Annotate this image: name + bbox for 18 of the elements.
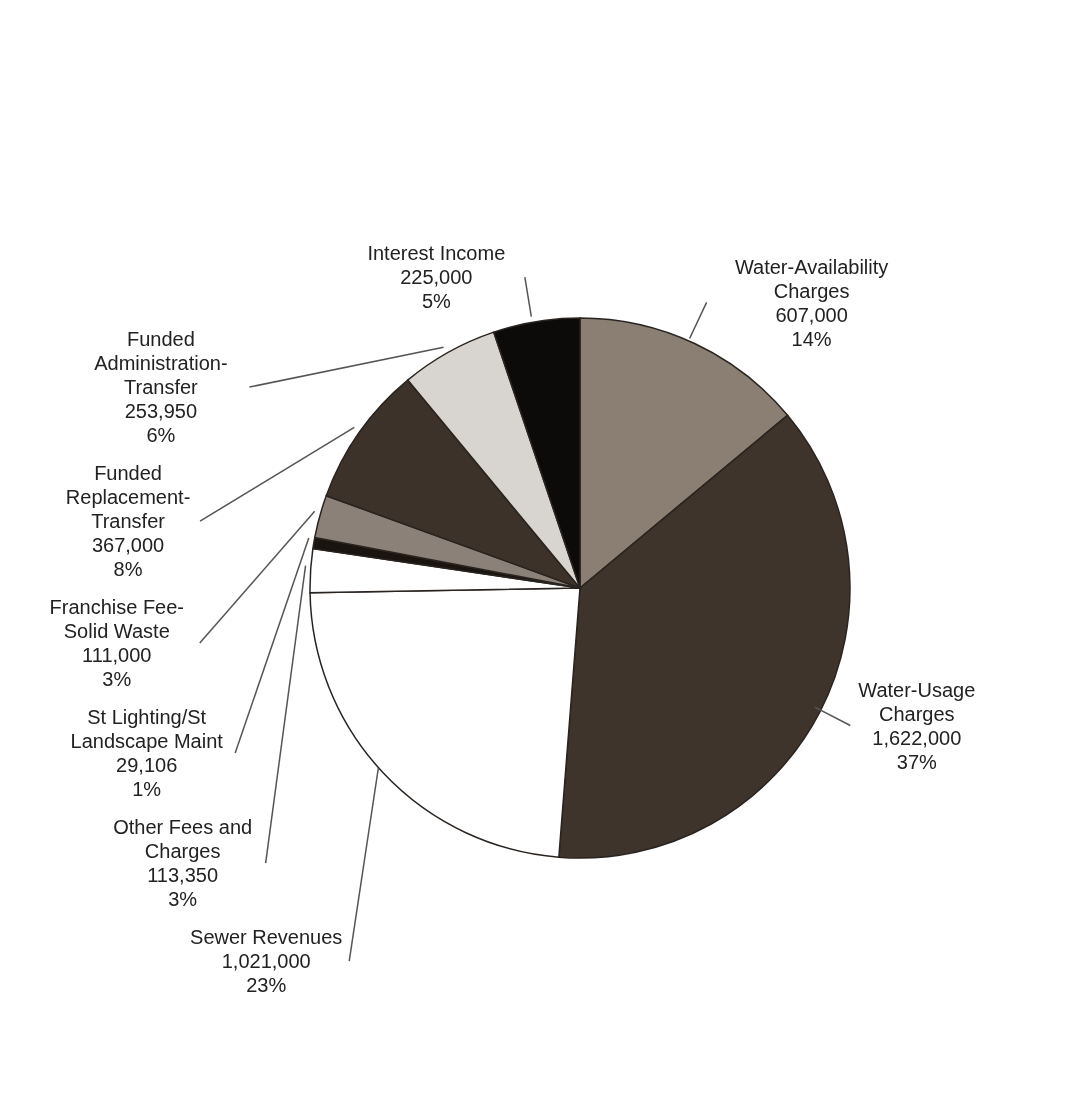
slice-label: Funded Replacement-Transfer [65, 462, 191, 533]
data-label: 111,000 3% [82, 644, 152, 691]
data-label: 367,000 8% [91, 534, 165, 581]
slice-label: Funded Administration-Transfer [94, 328, 228, 399]
slice-label: St Lighting/St Landscape Maint [70, 706, 224, 753]
data-label: 29,106 1% [116, 754, 178, 801]
slice-label: Sewer Revenues [190, 926, 343, 949]
data-label: 253,950 6% [124, 400, 198, 447]
data-label: 225,000 5% [400, 266, 473, 313]
slice-label: Water-Availability Charges [734, 255, 889, 302]
data-label: 607,000 14% [775, 303, 848, 350]
data-label: 113,350 3% [147, 864, 219, 911]
data-label: 1,622,000 37% [872, 726, 962, 773]
slice-label: Interest Income [367, 242, 506, 265]
slice-label: Franchise Fee-Solid Waste [49, 596, 185, 643]
data-label: 1,021,000 23% [221, 950, 311, 997]
slice-label: Water-Usage Charges [858, 678, 976, 725]
slice-label: Other Fees and Charges [113, 816, 253, 863]
